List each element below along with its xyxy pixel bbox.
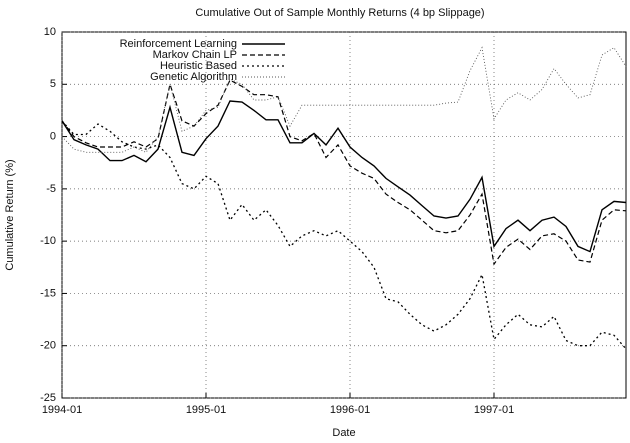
legend-label: Genetic Algorithm: [150, 71, 237, 83]
series-line: [61, 79, 627, 266]
y-tick-label: -5: [46, 183, 56, 195]
x-tick-label: 1995-01: [186, 404, 226, 416]
y-tick-label: -15: [40, 287, 56, 299]
series-line: [61, 100, 627, 253]
y-axis-label: Cumulative Return (%): [4, 159, 16, 270]
x-tick-label: 1996-01: [330, 404, 370, 416]
legend-label: Reinforcement Learning: [120, 38, 237, 50]
legend-label: Heuristic Based: [160, 60, 237, 72]
y-tick-label: -10: [40, 235, 56, 247]
plot-frame: [61, 31, 627, 399]
series-line: [61, 46, 627, 153]
series-line: [61, 120, 627, 350]
x-tick-label: 1997-01: [474, 404, 514, 416]
x-axis-label: Date: [332, 427, 355, 439]
y-tick-label: 0: [50, 130, 56, 142]
y-tick-label: -20: [40, 340, 56, 352]
x-tick-label: 1994-01: [42, 404, 82, 416]
chart-title: Cumulative Out of Sample Monthly Returns…: [195, 7, 484, 19]
y-tick-label: 10: [44, 26, 56, 38]
legend-label: Markov Chain LP: [153, 49, 237, 61]
y-tick-label: -25: [40, 392, 56, 404]
y-tick-label: 5: [50, 78, 56, 90]
